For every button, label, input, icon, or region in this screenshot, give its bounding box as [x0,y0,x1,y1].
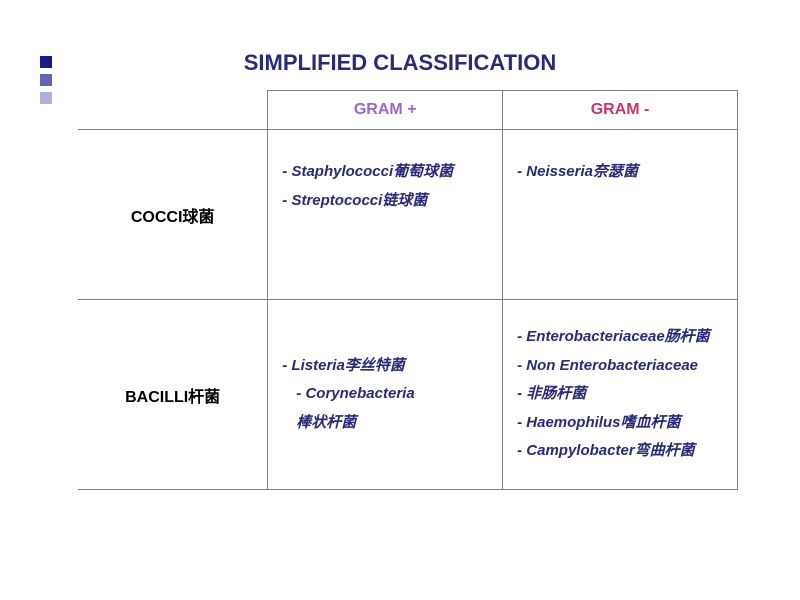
classification-table: GRAM + GRAM - COCCI球菌 Staphylococci葡萄球菌 … [78,90,738,490]
cell-cocci-gram-pos: Staphylococci葡萄球菌 Streptococci链球菌 [268,130,503,300]
cell-bacilli-gram-neg: Enterobacteriaceae肠杆菌 Non Enterobacteria… [503,300,738,490]
list-item: Streptococci链球菌 [282,187,492,216]
list-item: Haemophilus嗜血杆菌 [517,409,727,438]
slide-title: SIMPLIFIED CLASSIFICATION [0,50,800,76]
header-gram-negative: GRAM - [503,91,738,130]
row-label-cocci: COCCI球菌 [78,130,268,300]
list-item: Enterobacteriaceae肠杆菌 [517,323,727,352]
header-gram-positive: GRAM + [268,91,503,130]
list-item: Neisseria奈瑟菌 [517,158,727,187]
list-item: Corynebacteria [282,380,492,409]
list-item: Campylobacter弯曲杆菌 [517,437,727,466]
list-item: 非肠杆菌 [517,380,727,409]
cell-cocci-gram-neg: Neisseria奈瑟菌 [503,130,738,300]
cell-bacilli-gram-pos: Listeria李丝特菌 Corynebacteria 棒状杆菌 [268,300,503,490]
bullet-3 [40,92,52,104]
list-item: 棒状杆菌 [282,409,492,438]
list-item: Staphylococci葡萄球菌 [282,158,492,187]
list-item: Listeria李丝特菌 [282,352,492,381]
row-label-bacilli: BACILLI杆菌 [78,300,268,490]
list-item: Non Enterobacteriaceae [517,352,727,381]
corner-cell [78,91,268,130]
